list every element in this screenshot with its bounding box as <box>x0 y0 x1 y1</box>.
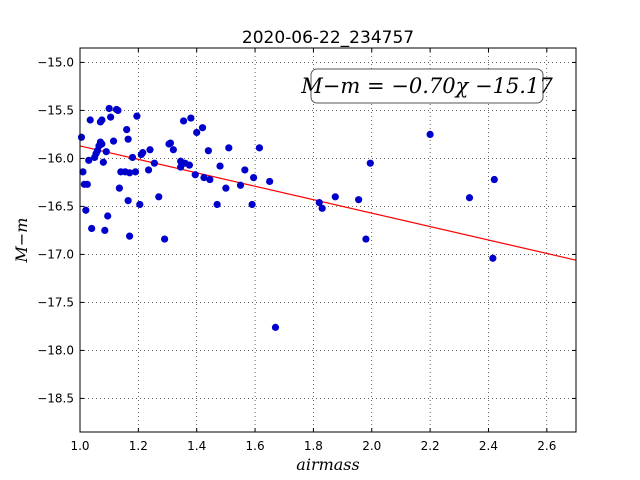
x-tick-label: 1.6 <box>246 439 265 453</box>
data-point <box>79 168 87 176</box>
data-point <box>179 117 188 125</box>
data-point <box>250 174 258 182</box>
data-point <box>271 323 280 331</box>
data-points <box>77 104 498 331</box>
x-tick-label: 1.8 <box>304 439 323 453</box>
data-point <box>123 126 131 134</box>
x-axis-label: airmass <box>296 455 359 474</box>
data-point <box>150 159 158 167</box>
x-tick-label: 1.0 <box>70 439 89 453</box>
data-point <box>169 146 177 154</box>
data-point <box>77 133 86 141</box>
x-tick-label: 1.2 <box>129 439 148 453</box>
data-point <box>465 194 474 202</box>
data-point <box>144 166 153 174</box>
y-tick-label: −16.0 <box>37 151 74 165</box>
data-point <box>109 137 118 145</box>
y-axis-label: M−m <box>12 218 31 264</box>
data-point <box>88 224 96 233</box>
data-point <box>206 175 214 184</box>
grid <box>79 48 576 432</box>
data-point <box>198 124 207 132</box>
data-point <box>83 180 91 188</box>
fit-line-segment <box>79 145 577 261</box>
data-point <box>331 193 339 201</box>
data-point <box>193 128 201 137</box>
data-point <box>166 139 175 147</box>
y-tick-label: −15.5 <box>37 103 74 117</box>
data-point <box>185 161 194 169</box>
data-point <box>99 158 107 166</box>
y-tick-label: −18.5 <box>37 391 74 405</box>
data-point <box>213 200 221 209</box>
data-point <box>355 196 363 204</box>
data-point <box>136 200 144 209</box>
y-tick-label: −17.0 <box>37 247 74 261</box>
data-point <box>133 112 141 120</box>
data-point <box>104 212 112 220</box>
data-point <box>490 175 498 184</box>
data-point <box>426 130 434 138</box>
data-point <box>255 144 264 152</box>
data-point <box>200 174 208 182</box>
data-point <box>101 226 109 234</box>
x-tick-label: 2.2 <box>421 439 440 453</box>
data-point <box>187 114 195 122</box>
x-tick-label: 2.6 <box>537 439 556 453</box>
x-tick-label: 2.4 <box>479 439 498 453</box>
y-tick-label: −16.5 <box>37 199 74 213</box>
y-tick-label: −17.5 <box>37 295 74 309</box>
data-point <box>131 168 140 176</box>
x-tick-label: 2.0 <box>362 439 381 453</box>
data-point <box>82 206 90 214</box>
fit-equation: M−m = −0.70χ −15.17 <box>300 74 553 98</box>
data-point <box>266 177 274 186</box>
data-point <box>191 171 199 179</box>
plot-frame <box>79 47 577 433</box>
y-tick-label: −18.0 <box>37 343 74 357</box>
data-point <box>366 159 374 167</box>
data-point <box>126 232 134 240</box>
data-point <box>115 184 123 192</box>
data-point <box>236 181 245 189</box>
data-point <box>126 169 134 177</box>
data-point <box>225 144 233 152</box>
data-point <box>489 254 497 262</box>
data-point <box>105 104 113 113</box>
data-point <box>362 235 370 243</box>
y-tick-label: −15.0 <box>37 55 74 69</box>
data-point <box>107 113 115 121</box>
data-point <box>139 149 147 157</box>
data-point <box>98 116 106 124</box>
data-point <box>85 156 93 164</box>
data-point <box>248 200 256 209</box>
data-point <box>124 135 132 143</box>
data-point <box>114 106 122 114</box>
data-point <box>128 153 137 162</box>
data-point <box>241 166 249 174</box>
x-tick-label: 1.4 <box>187 439 206 453</box>
data-point <box>161 235 169 243</box>
chart-title: 2020-06-22_234757 <box>242 28 414 48</box>
data-point <box>318 204 326 212</box>
data-point <box>222 184 230 192</box>
data-point <box>86 116 94 124</box>
fit-line <box>79 145 577 261</box>
data-point <box>102 148 110 156</box>
data-point <box>146 146 154 154</box>
data-point <box>315 198 323 207</box>
data-point <box>204 147 212 155</box>
data-point <box>124 197 132 205</box>
ticks: 1.0 1.2 1.4 1.6 1.8 2.0 2.2 2.4 2.6 −15.0 −15.5 −16… <box>37 48 576 453</box>
data-point <box>216 162 224 170</box>
annotation-box: M−m = −0.70χ −15.17 <box>300 68 553 104</box>
data-point <box>155 193 163 201</box>
data-point <box>98 140 106 148</box>
